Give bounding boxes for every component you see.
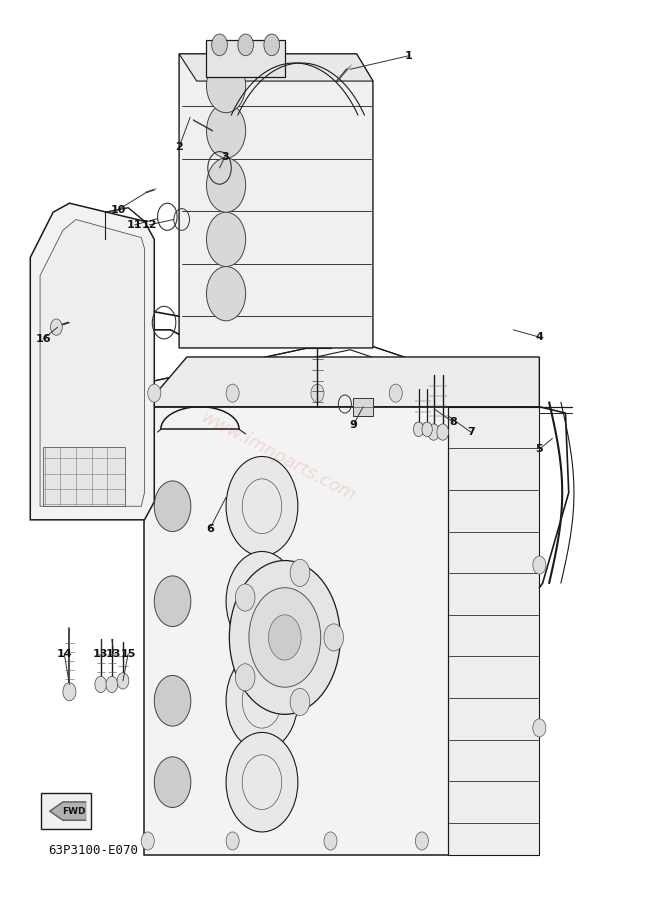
Circle shape bbox=[50, 319, 62, 335]
Circle shape bbox=[533, 719, 546, 737]
Text: FWD: FWD bbox=[62, 806, 86, 815]
Text: 63P3100-E070: 63P3100-E070 bbox=[48, 844, 139, 856]
Circle shape bbox=[226, 456, 298, 556]
Text: 11: 11 bbox=[127, 220, 143, 230]
Circle shape bbox=[154, 576, 191, 626]
Polygon shape bbox=[44, 447, 125, 506]
Polygon shape bbox=[448, 407, 539, 855]
Circle shape bbox=[148, 384, 161, 403]
Text: 14: 14 bbox=[56, 649, 72, 658]
Circle shape bbox=[106, 677, 118, 693]
Text: 7: 7 bbox=[467, 427, 475, 437]
Text: 9: 9 bbox=[350, 420, 358, 430]
Circle shape bbox=[206, 58, 246, 112]
Text: 6: 6 bbox=[206, 524, 214, 534]
Polygon shape bbox=[145, 357, 539, 407]
Text: 15: 15 bbox=[120, 649, 136, 658]
Circle shape bbox=[206, 158, 246, 212]
Circle shape bbox=[226, 551, 298, 651]
Text: 10: 10 bbox=[110, 205, 126, 215]
Text: 16: 16 bbox=[36, 334, 51, 344]
Circle shape bbox=[428, 424, 440, 440]
Text: 3: 3 bbox=[221, 152, 229, 162]
Circle shape bbox=[226, 832, 239, 850]
Circle shape bbox=[117, 673, 129, 689]
Circle shape bbox=[389, 384, 403, 403]
Polygon shape bbox=[34, 339, 539, 417]
Polygon shape bbox=[50, 803, 86, 820]
Polygon shape bbox=[40, 219, 145, 506]
Circle shape bbox=[154, 757, 191, 807]
Circle shape bbox=[422, 422, 432, 436]
Text: 1: 1 bbox=[405, 51, 412, 61]
Circle shape bbox=[264, 34, 280, 56]
Circle shape bbox=[290, 560, 310, 586]
Circle shape bbox=[229, 561, 340, 714]
Circle shape bbox=[95, 677, 106, 693]
Circle shape bbox=[413, 422, 424, 436]
Circle shape bbox=[154, 676, 191, 726]
Circle shape bbox=[249, 588, 321, 687]
Circle shape bbox=[437, 424, 449, 440]
Text: 4: 4 bbox=[535, 332, 543, 342]
Text: 5: 5 bbox=[535, 445, 543, 455]
Polygon shape bbox=[206, 40, 285, 77]
Circle shape bbox=[238, 34, 253, 56]
Circle shape bbox=[235, 584, 255, 611]
Polygon shape bbox=[179, 54, 373, 348]
Circle shape bbox=[533, 556, 546, 574]
Text: 13: 13 bbox=[93, 649, 108, 658]
Circle shape bbox=[415, 832, 428, 850]
Circle shape bbox=[226, 384, 239, 403]
Circle shape bbox=[154, 481, 191, 531]
FancyBboxPatch shape bbox=[42, 793, 91, 829]
Polygon shape bbox=[354, 398, 373, 415]
Circle shape bbox=[290, 688, 310, 716]
Circle shape bbox=[212, 34, 227, 56]
Circle shape bbox=[324, 624, 344, 651]
Circle shape bbox=[206, 267, 246, 320]
Circle shape bbox=[63, 683, 76, 701]
Circle shape bbox=[226, 732, 298, 832]
Circle shape bbox=[206, 104, 246, 158]
Polygon shape bbox=[30, 204, 154, 519]
Circle shape bbox=[311, 384, 324, 403]
Circle shape bbox=[141, 832, 154, 850]
Circle shape bbox=[226, 651, 298, 750]
Circle shape bbox=[324, 832, 337, 850]
Polygon shape bbox=[145, 407, 539, 855]
Text: 2: 2 bbox=[175, 142, 183, 152]
Circle shape bbox=[206, 212, 246, 267]
Text: 12: 12 bbox=[141, 220, 157, 230]
Circle shape bbox=[268, 614, 301, 660]
Circle shape bbox=[235, 664, 255, 691]
Text: 8: 8 bbox=[449, 417, 457, 427]
Text: www.imnparts.com: www.imnparts.com bbox=[198, 408, 359, 505]
Text: 13: 13 bbox=[106, 649, 122, 658]
Polygon shape bbox=[179, 54, 373, 81]
